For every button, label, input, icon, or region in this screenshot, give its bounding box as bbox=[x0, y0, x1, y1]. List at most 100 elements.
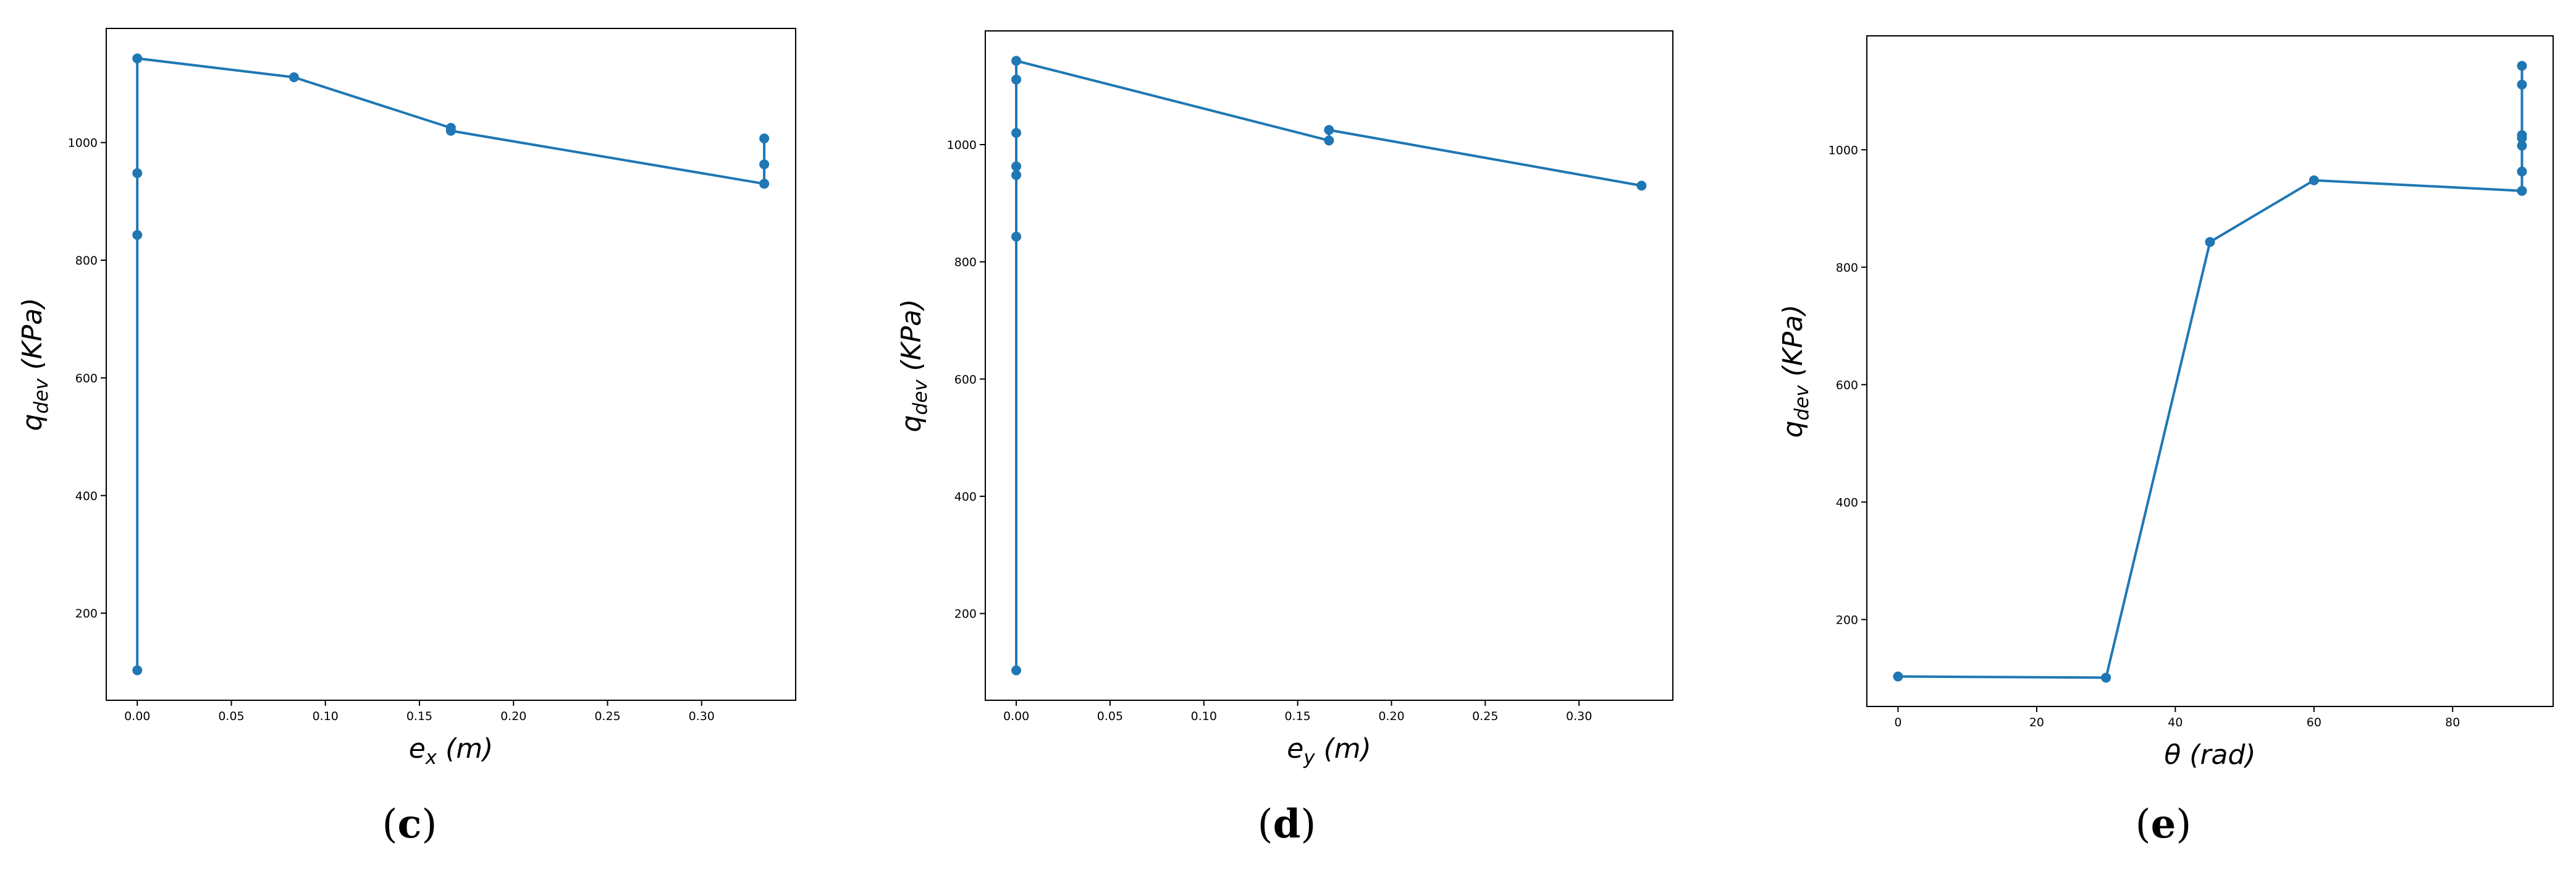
series-line bbox=[1015, 59, 1642, 671]
x-axis-label-main: θ bbox=[2164, 739, 2181, 771]
y-tick-label: 800 bbox=[75, 254, 98, 268]
x-axis-label-main: e bbox=[409, 733, 426, 765]
x-tick-label: 40 bbox=[2168, 716, 2182, 729]
x-tick-label: 20 bbox=[2029, 716, 2044, 729]
panel-label-close: ) bbox=[1300, 802, 1316, 847]
x-tick-label: 0.10 bbox=[1191, 710, 1217, 723]
y-tick-label: 600 bbox=[1836, 378, 1858, 392]
data-point bbox=[1011, 231, 1022, 242]
panel-label-letter: c bbox=[398, 801, 422, 847]
x-axis-label: ey (m) bbox=[1287, 733, 1371, 769]
data-point bbox=[2101, 672, 2111, 683]
data-point bbox=[132, 53, 143, 64]
x-axis-label-sub: y bbox=[1303, 747, 1315, 769]
y-axis-label-main: q bbox=[17, 413, 48, 431]
panel-label: (e) bbox=[2136, 801, 2192, 847]
data-point bbox=[445, 125, 456, 136]
data-point bbox=[1011, 56, 1022, 66]
series-line bbox=[136, 57, 766, 671]
y-axis-label: qdev (KPa) bbox=[17, 298, 53, 431]
x-tick-label: 0.15 bbox=[1284, 710, 1310, 723]
y-axis-label-sub: dev bbox=[909, 379, 932, 415]
panel-label-open: ( bbox=[2136, 802, 2151, 847]
data-point bbox=[1011, 170, 1022, 180]
data-point bbox=[1324, 125, 1334, 135]
data-point bbox=[288, 72, 299, 83]
x-tick-label: 0.00 bbox=[124, 710, 150, 723]
y-tick-label: 600 bbox=[954, 373, 977, 386]
data-point bbox=[2517, 185, 2527, 196]
x-axis-label-unit: (m) bbox=[1315, 733, 1371, 765]
y-tick-label: 1000 bbox=[947, 138, 977, 152]
y-tick-label: 200 bbox=[954, 608, 977, 621]
data-point bbox=[1011, 665, 1022, 676]
y-tick-label: 400 bbox=[75, 490, 98, 503]
x-axis-label-unit: (m) bbox=[437, 733, 493, 765]
x-tick-label: 0.15 bbox=[406, 710, 432, 723]
x-tick-label: 0.20 bbox=[500, 710, 526, 723]
data-point bbox=[759, 159, 770, 169]
x-tick-label: 0 bbox=[1894, 716, 1901, 729]
y-axis-label-unit: (KPa) bbox=[17, 298, 48, 379]
series-line bbox=[1898, 66, 2523, 679]
panel-label: (d) bbox=[1258, 801, 1316, 847]
chart-panel-e: 0 20 40 60 80 200 400 600 800 1000 θ (rad) qdev (KP… bbox=[1777, 35, 2554, 847]
x-tick-label: 60 bbox=[2307, 716, 2321, 729]
y-tick-label: 200 bbox=[1836, 613, 1858, 627]
y-tick-label: 1000 bbox=[1829, 143, 1858, 157]
x-tick-label: 0.30 bbox=[1566, 710, 1592, 723]
data-point bbox=[2517, 140, 2527, 151]
x-axis-label: ex (m) bbox=[409, 733, 494, 769]
y-axis-label: qdev (KPa) bbox=[1777, 305, 1813, 438]
data-point bbox=[132, 230, 143, 240]
axes-frame bbox=[106, 28, 796, 701]
panel-label-letter: d bbox=[1273, 801, 1301, 847]
data-point bbox=[1011, 74, 1022, 85]
x-tick-label: 0.30 bbox=[689, 710, 715, 723]
data-point bbox=[759, 179, 770, 189]
data-point bbox=[759, 133, 770, 143]
chart-panel-d: 0.00 0.05 0.10 0.15 0.20 0.25 0.30 200 400 600 800… bbox=[896, 30, 1673, 847]
y-tick-label: 800 bbox=[954, 256, 977, 269]
y-axis-label-sub: dev bbox=[30, 378, 53, 414]
y-tick-label: 400 bbox=[1836, 496, 1858, 509]
data-point bbox=[2205, 237, 2215, 247]
y-tick-label: 200 bbox=[75, 607, 98, 621]
y-tick-label: 400 bbox=[954, 490, 977, 504]
x-tick-label: 80 bbox=[2445, 716, 2460, 729]
panel-label-close: ) bbox=[421, 802, 437, 847]
axes-frame bbox=[1866, 35, 2554, 707]
x-tick-label: 0.05 bbox=[218, 710, 244, 723]
y-axis-label: qdev (KPa) bbox=[896, 299, 932, 433]
y-axis-label-unit: (KPa) bbox=[1777, 305, 1809, 386]
chart-panel-c: 0.00 0.05 0.10 0.15 0.20 0.25 0.30 200 400 600 800… bbox=[17, 28, 796, 847]
data-point bbox=[1636, 180, 1647, 191]
panel-label-letter: e bbox=[2151, 801, 2176, 847]
x-tick-label: 0.05 bbox=[1097, 710, 1123, 723]
y-tick-label: 1000 bbox=[68, 137, 98, 150]
x-tick-label: 0.20 bbox=[1378, 710, 1404, 723]
x-axis-label: θ (rad) bbox=[2164, 739, 2255, 771]
y-axis-label-main: q bbox=[1777, 420, 1809, 438]
data-point bbox=[2517, 79, 2527, 90]
x-axis-label-sub: x bbox=[425, 747, 437, 769]
panel-label-close: ) bbox=[2176, 802, 2191, 847]
y-axis-label-main: q bbox=[896, 415, 927, 432]
data-point bbox=[1893, 671, 1903, 682]
x-tick-label: 0.25 bbox=[1472, 710, 1498, 723]
data-point bbox=[2309, 175, 2319, 185]
data-point bbox=[2517, 61, 2527, 71]
x-axis-label-main: e bbox=[1287, 733, 1303, 765]
axes-frame bbox=[985, 30, 1673, 701]
panel-label-open: ( bbox=[382, 802, 398, 847]
y-axis-label-sub: dev bbox=[1791, 385, 1813, 421]
y-tick-label: 600 bbox=[75, 371, 98, 385]
panel-label-open: ( bbox=[1258, 802, 1273, 847]
x-tick-label: 0.00 bbox=[1003, 710, 1029, 723]
y-axis-label-unit: (KPa) bbox=[896, 299, 927, 380]
panel-label: (c) bbox=[382, 801, 437, 847]
data-point bbox=[132, 665, 143, 676]
data-point bbox=[1011, 161, 1022, 172]
y-tick-label: 800 bbox=[1836, 261, 1858, 274]
